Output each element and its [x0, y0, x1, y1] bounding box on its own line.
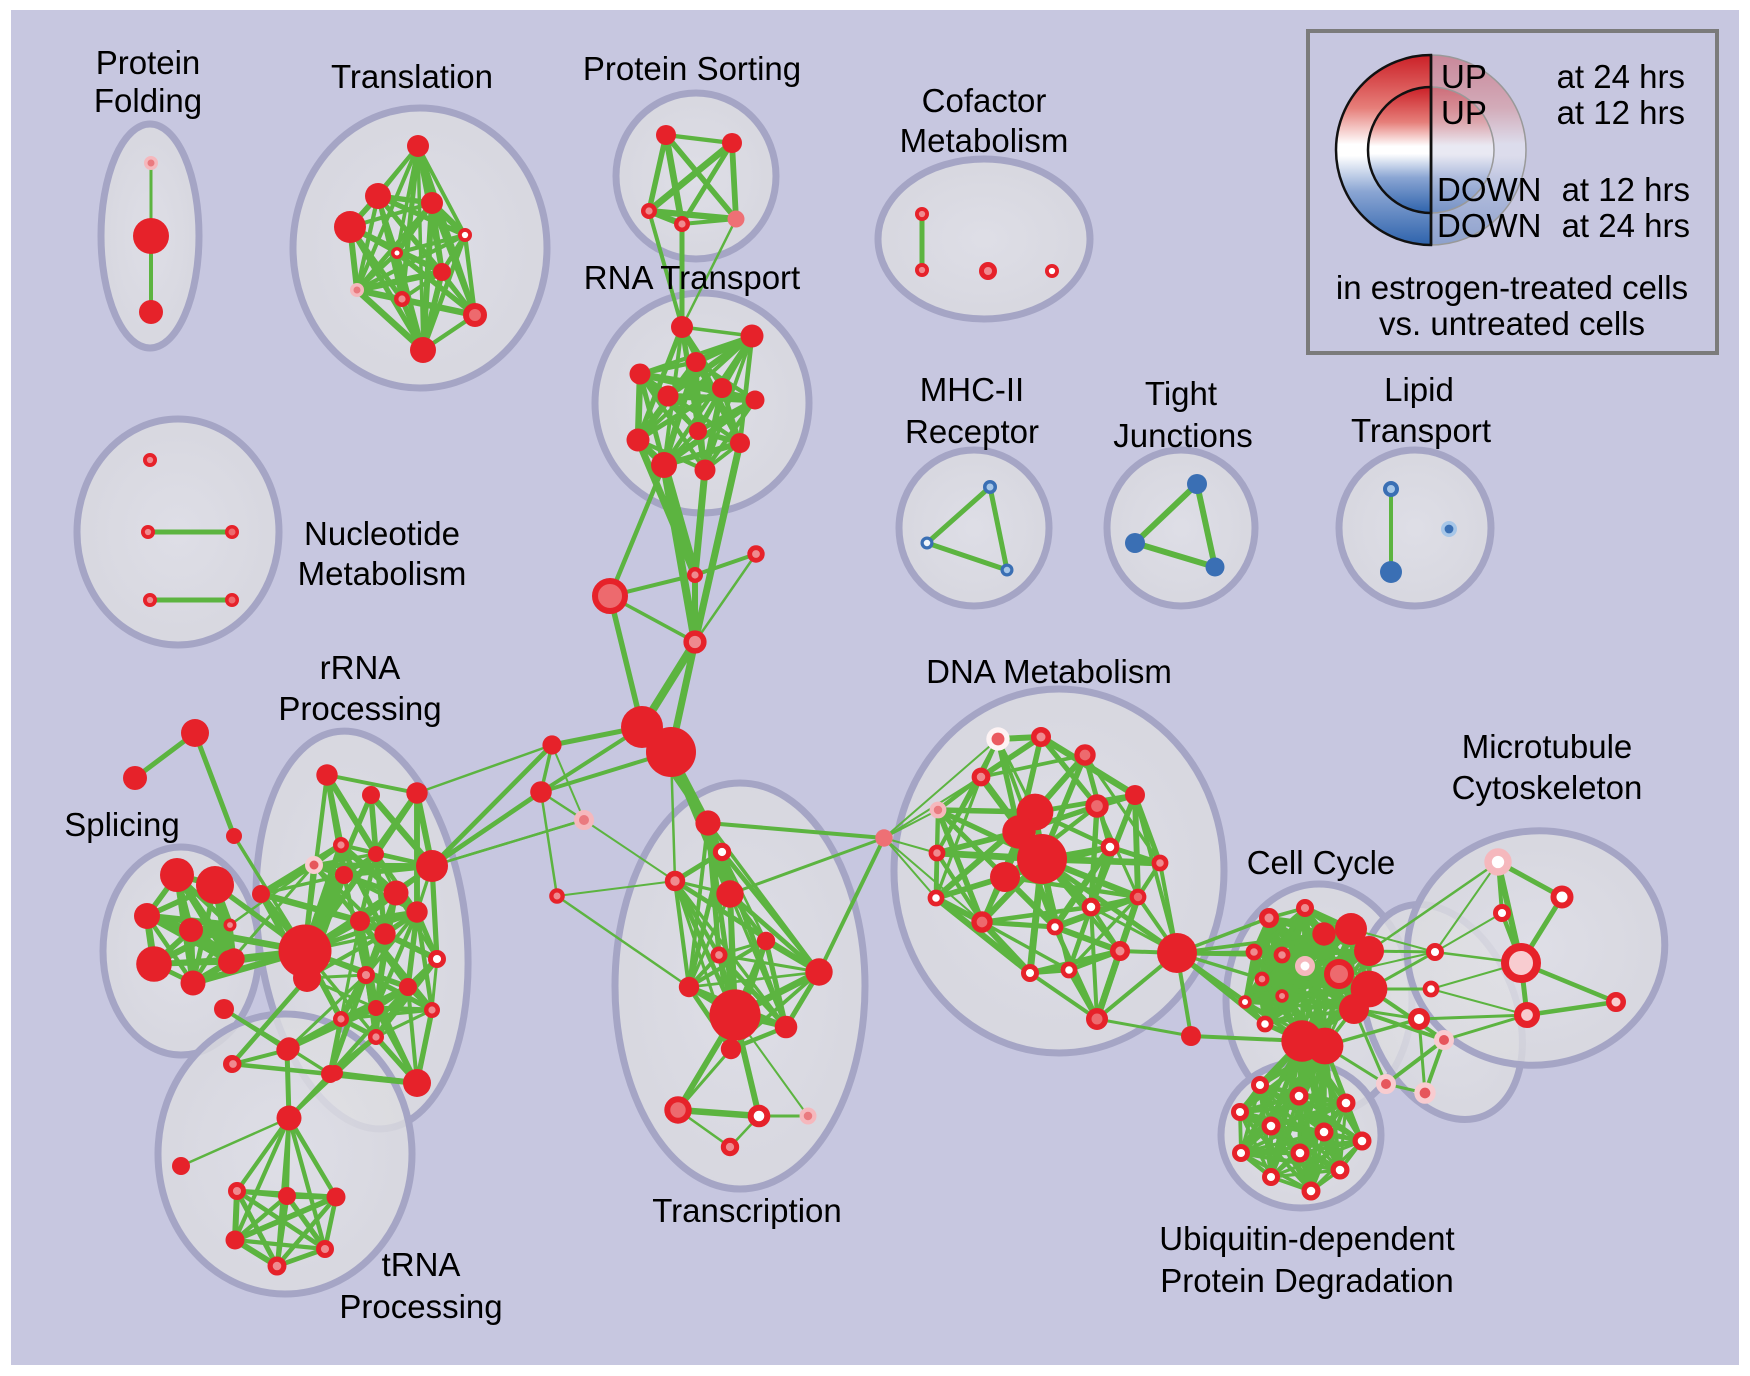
- svg-text:Protein: Protein: [96, 44, 201, 81]
- svg-text:DNA Metabolism: DNA Metabolism: [926, 653, 1172, 690]
- svg-text:Protein Sorting: Protein Sorting: [583, 50, 801, 87]
- svg-text:rRNA: rRNA: [320, 649, 401, 686]
- svg-text:Metabolism: Metabolism: [298, 555, 467, 592]
- svg-text:at 24 hrs: at 24 hrs: [1562, 207, 1690, 244]
- svg-text:Processing: Processing: [278, 690, 441, 727]
- svg-text:Protein Degradation: Protein Degradation: [1160, 1262, 1454, 1299]
- svg-text:Receptor: Receptor: [905, 413, 1039, 450]
- svg-text:MHC-II: MHC-II: [920, 371, 1024, 408]
- svg-text:Cofactor: Cofactor: [922, 82, 1047, 119]
- svg-text:Cytoskeleton: Cytoskeleton: [1452, 769, 1643, 806]
- svg-text:Ubiquitin-dependent: Ubiquitin-dependent: [1159, 1220, 1454, 1257]
- svg-text:at 12 hrs: at 12 hrs: [1562, 171, 1690, 208]
- svg-text:Nucleotide: Nucleotide: [304, 515, 460, 552]
- svg-text:Folding: Folding: [94, 82, 202, 119]
- svg-text:Transcription: Transcription: [652, 1192, 842, 1229]
- svg-text:Microtubule: Microtubule: [1462, 728, 1633, 765]
- svg-text:Translation: Translation: [331, 58, 493, 95]
- svg-text:tRNA: tRNA: [382, 1246, 461, 1283]
- svg-text:Splicing: Splicing: [64, 806, 180, 843]
- svg-text:Tight: Tight: [1145, 375, 1217, 412]
- svg-text:Transport: Transport: [1351, 412, 1491, 449]
- svg-text:Junctions: Junctions: [1113, 417, 1252, 454]
- svg-text:vs. untreated cells: vs. untreated cells: [1379, 305, 1645, 342]
- svg-text:at 24 hrs: at 24 hrs: [1557, 58, 1685, 95]
- svg-text:Cell Cycle: Cell Cycle: [1247, 844, 1396, 881]
- svg-text:UP: UP: [1441, 94, 1487, 131]
- svg-text:at 12 hrs: at 12 hrs: [1557, 94, 1685, 131]
- svg-text:Lipid: Lipid: [1384, 371, 1454, 408]
- svg-text:RNA Transport: RNA Transport: [584, 259, 800, 296]
- svg-text:Processing: Processing: [339, 1288, 502, 1325]
- svg-text:DOWN: DOWN: [1437, 171, 1541, 208]
- svg-text:Metabolism: Metabolism: [900, 122, 1069, 159]
- svg-text:in estrogen-treated cells: in estrogen-treated cells: [1336, 269, 1688, 306]
- svg-text:UP: UP: [1441, 58, 1487, 95]
- svg-text:DOWN: DOWN: [1437, 207, 1541, 244]
